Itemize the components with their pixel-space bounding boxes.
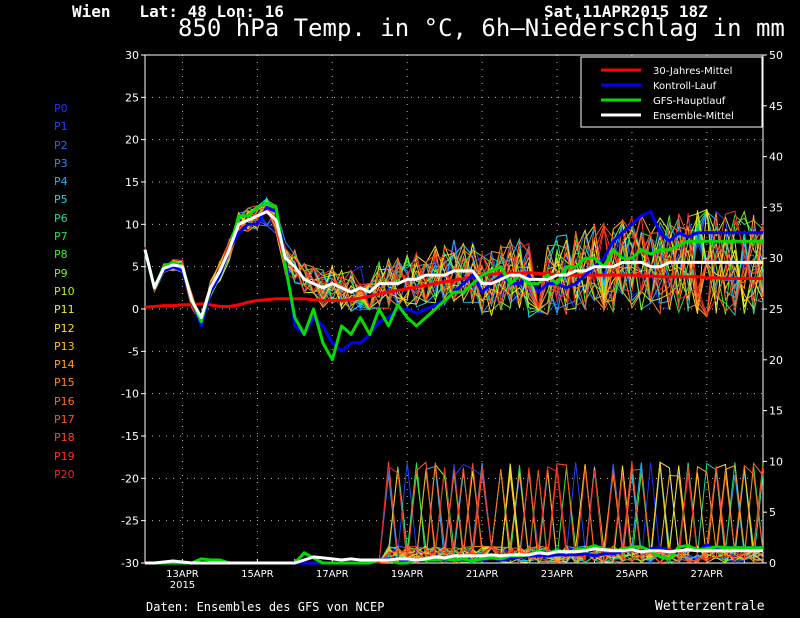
x-tick-label: 23APR: [541, 569, 574, 580]
right-tick-label: 20: [769, 354, 783, 367]
legend-label: Kontroll-Lauf: [653, 81, 717, 92]
legend-label: Ensemble-Mittel: [653, 111, 734, 122]
legend-label: 30-Jahres-Mittel: [653, 66, 732, 77]
member-label-p8: P8: [54, 248, 68, 262]
member-temp-line-p12: [144, 202, 764, 326]
right-tick-label: 40: [769, 151, 783, 164]
member-label-p19: P19: [54, 449, 75, 463]
member-label-p18: P18: [54, 431, 75, 445]
member-list: P0 P1 P2 P3 P4 P5 P6 P7 P8 P9 P10 P11 P12 P13 P14 P15 P1…: [54, 100, 75, 484]
member-label-p0: P0: [54, 102, 68, 115]
member-temp-line-p11: [144, 202, 764, 326]
member-label-p5: P5: [54, 193, 68, 207]
member-label-p4: P4: [54, 175, 68, 189]
x-tick-label: 17APR: [316, 569, 349, 580]
grid-lines: [145, 55, 763, 563]
x-tick-label: 21APR: [466, 569, 499, 580]
temp-line-gfs-hauptlauf: [143, 201, 763, 362]
location-header: Wien Lat: 48 Lon: 16: [72, 2, 284, 21]
left-tick-label: -25: [121, 515, 139, 528]
right-tick-label: 0: [769, 557, 776, 570]
left-tick-label: 10: [125, 218, 139, 231]
chart-title: 850 hPa Temp. in °C, 6h–Niederschlag in …: [178, 14, 785, 42]
right-tick-label: 25: [769, 303, 783, 316]
member-label-p3: P3: [54, 156, 68, 170]
member-temp-line-p15: [144, 204, 764, 326]
member-label-p9: P9: [54, 266, 68, 280]
member-label-p12: P12: [54, 321, 75, 335]
left-tick-label: -15: [121, 430, 139, 443]
member-label-p1: P1: [54, 120, 68, 134]
left-tick-label: 20: [125, 134, 139, 147]
temp-line-ensemble-mittel: [143, 210, 763, 319]
x-tick-label: 27APR: [691, 569, 724, 580]
right-tick-label: 45: [769, 100, 783, 113]
legend-label: GFS-Hauptlauf: [653, 96, 726, 107]
left-tick-label: -20: [121, 472, 139, 485]
left-tick-label: -5: [128, 345, 139, 358]
brand-label: Wetterzentrale: [655, 599, 765, 614]
left-tick-label: 0: [132, 303, 139, 316]
temp-line-30-jahres-mittel: [144, 271, 763, 309]
right-tick-label: 50: [769, 49, 783, 62]
x-tick-label: 13APR: [166, 569, 199, 580]
left-tick-label: -10: [121, 388, 139, 401]
data-source-note: Daten: Ensembles des GFS von NCEP: [146, 600, 385, 614]
axes: 302520151050-5-10-15-20-25-3050454035302…: [121, 49, 783, 591]
right-tick-label: 5: [769, 506, 776, 519]
member-label-p20: P20: [54, 467, 75, 481]
member-label-p15: P15: [54, 376, 75, 390]
left-tick-label: 5: [132, 261, 139, 274]
legend: 30-Jahres-Mittel Kontroll-Lauf GFS-Hauptla…: [580, 56, 763, 128]
right-tick-label: 35: [769, 201, 783, 214]
right-tick-label: 30: [769, 252, 783, 265]
x-tick-label: 25APR: [616, 569, 649, 580]
member-label-p16: P16: [54, 394, 75, 408]
member-label-p13: P13: [54, 339, 75, 353]
member-temp-line-p20: [144, 208, 764, 325]
right-tick-label: 10: [769, 455, 783, 468]
member-label-p7: P7: [54, 230, 68, 244]
left-tick-label: 30: [125, 49, 139, 62]
left-tick-label: 15: [125, 176, 139, 189]
member-label-p17: P17: [54, 413, 75, 427]
member-label-p6: P6: [54, 211, 68, 225]
left-tick-label: -30: [121, 557, 139, 570]
x-year-label: 2015: [170, 580, 195, 591]
right-tick-label: 15: [769, 405, 783, 418]
member-label-p2: P2: [54, 138, 68, 152]
member-label-p14: P14: [54, 358, 75, 372]
main-lines: [143, 201, 763, 565]
member-lines: [144, 196, 764, 565]
x-tick-label: 19APR: [391, 569, 424, 580]
x-tick-label: 15APR: [241, 569, 274, 580]
precip-line-ensemble-mittel: [145, 547, 763, 565]
member-label-p11: P11: [54, 303, 75, 317]
run-date-header: Sat,11APR2015 18Z: [544, 2, 708, 21]
member-label-p10: P10: [54, 284, 75, 298]
left-tick-label: 25: [125, 91, 139, 104]
